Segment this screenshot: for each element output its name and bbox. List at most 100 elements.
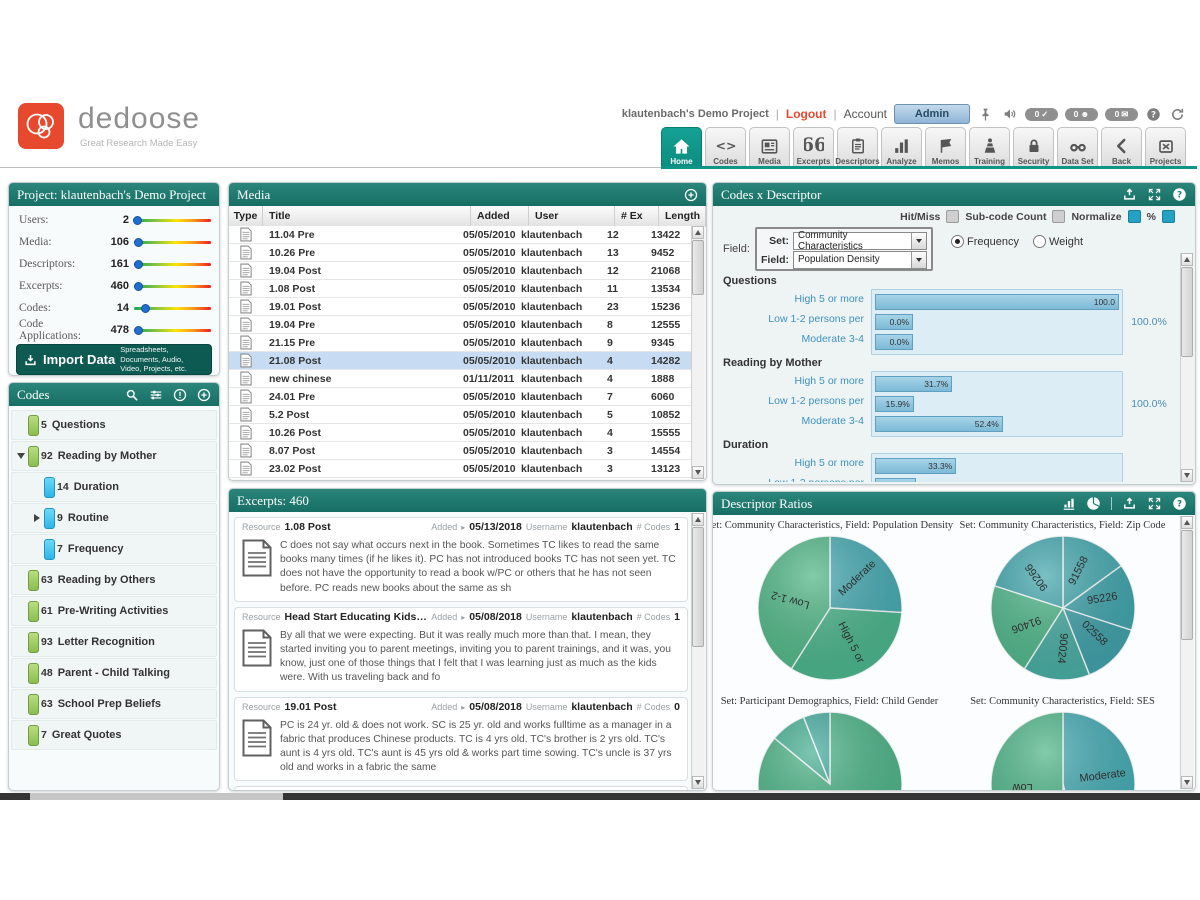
slider-dot-icon[interactable]	[134, 237, 144, 247]
tab-analyze[interactable]: Analyze	[881, 127, 922, 168]
code-item-frequency[interactable]: 7 Frequency	[11, 534, 217, 564]
code-item-duration[interactable]: 14 Duration	[11, 472, 217, 502]
scroll-thumb[interactable]	[692, 240, 704, 295]
expand-icon[interactable]	[1147, 496, 1162, 511]
tab-memos[interactable]: Memos	[925, 127, 966, 168]
add-icon[interactable]	[196, 387, 211, 402]
code-item-routine[interactable]: 9 Routine	[11, 503, 217, 533]
toggle-checkbox-[interactable]	[1162, 210, 1175, 223]
expand-icon[interactable]	[1147, 187, 1162, 202]
stat-slider[interactable]	[134, 303, 211, 313]
alert-icon[interactable]	[172, 387, 187, 402]
horizontal-scroll-thumb[interactable]	[30, 793, 283, 800]
barchart-small-icon[interactable]	[1061, 496, 1076, 511]
dedoose-logo[interactable]	[18, 103, 64, 149]
expand-arrow-icon[interactable]	[30, 514, 44, 522]
code-item-great-quotes[interactable]: 7 Great Quotes	[11, 720, 217, 750]
chevron-down-icon[interactable]	[911, 251, 926, 268]
media-col-title[interactable]: Title	[263, 206, 471, 226]
chevron-down-icon[interactable]	[911, 232, 926, 249]
pin-icon[interactable]	[977, 106, 994, 123]
toggle-checkbox-sub-code-count[interactable]	[1052, 210, 1066, 223]
excerpts-scrollbar[interactable]	[691, 513, 705, 789]
tab-descriptors[interactable]: Descriptors	[835, 127, 880, 168]
stat-slider[interactable]	[133, 259, 211, 269]
tab-training[interactable]: Training	[969, 127, 1010, 168]
media-row[interactable]: 10.26 Pre 05/05/2010 klautenbach 13 9452	[229, 244, 692, 262]
speaker-icon[interactable]	[1001, 106, 1018, 123]
media-row[interactable]: 5.2 Post 05/05/2010 klautenbach 5 10852	[229, 406, 692, 424]
scroll-thumb[interactable]	[692, 527, 704, 647]
excerpt-card[interactable]: Resource 1.08 Post Added ▸ 05/13/2018 Usernam…	[234, 517, 688, 602]
tab-projects[interactable]: Projects	[1145, 127, 1186, 168]
scroll-thumb[interactable]	[1181, 530, 1193, 640]
code-item-parent-child-talking[interactable]: 48 Parent - Child Talking	[11, 658, 217, 688]
scroll-up-button[interactable]	[1181, 516, 1193, 529]
media-row[interactable]: 11.04 Pre 05/05/2010 klautenbach 12 13422	[229, 226, 692, 244]
stat-slider[interactable]	[134, 281, 211, 291]
slider-dot-icon[interactable]	[133, 259, 143, 269]
media-col-type[interactable]: Type	[229, 206, 263, 226]
scroll-down-button[interactable]	[692, 776, 704, 789]
media-row[interactable]: 19.04 Pre 05/05/2010 klautenbach 8 12555	[229, 316, 692, 334]
horizontal-scrollbar[interactable]	[0, 793, 1200, 800]
radio-option-frequency[interactable]: Frequency	[951, 235, 1019, 248]
media-row[interactable]: 8.07 Post 05/05/2010 klautenbach 3 14554	[229, 442, 692, 460]
collapse-arrow-icon[interactable]	[14, 453, 28, 459]
media-row[interactable]: 1.08 Post 05/05/2010 klautenbach 11 13534	[229, 280, 692, 298]
help-icon[interactable]: ?	[1172, 187, 1187, 202]
slider-dot-icon[interactable]	[134, 325, 144, 335]
stat-slider[interactable]	[132, 215, 211, 225]
toggle-checkbox-normalize[interactable]	[1127, 210, 1141, 223]
excerpt-card[interactable]: Resource 19.01 Post Added ▸ 05/08/2018 Userna…	[234, 696, 688, 782]
tab-excerpts[interactable]: 66Excerpts	[793, 127, 834, 168]
set-dropdown[interactable]: Community Characteristics	[793, 230, 927, 252]
help-icon[interactable]: ?	[1172, 496, 1187, 511]
code-item-letter-recognition[interactable]: 93 Letter Recognition	[11, 627, 217, 657]
filter-icon[interactable]	[148, 387, 163, 402]
cxd-scrollbar[interactable]	[1180, 253, 1194, 482]
tab-data-set[interactable]: Data Set	[1057, 127, 1098, 168]
check-badge-icon[interactable]: 0 ✓	[1025, 107, 1058, 121]
field-dropdown[interactable]: Population Density	[793, 250, 927, 269]
media-scrollbar[interactable]	[691, 226, 705, 479]
scroll-down-button[interactable]	[1181, 469, 1193, 482]
media-col-user[interactable]: User	[529, 206, 615, 226]
upload-icon[interactable]	[1122, 496, 1137, 511]
add-icon[interactable]	[683, 187, 698, 202]
radio-option-weight[interactable]: Weight	[1032, 235, 1083, 248]
media-row[interactable]: 24.01 Pre 05/05/2010 klautenbach 7 6060	[229, 388, 692, 406]
import-data-button[interactable]: Import Data Spreadsheets, Documents, Aud…	[16, 344, 212, 375]
search-icon[interactable]	[124, 387, 139, 402]
upload-icon[interactable]	[1122, 187, 1137, 202]
slider-dot-icon[interactable]	[141, 303, 151, 313]
radio-icon[interactable]	[1032, 235, 1046, 248]
scroll-up-button[interactable]	[1181, 253, 1193, 266]
media-row[interactable]: 21.08 Post 05/05/2010 klautenbach 4 14282	[229, 352, 692, 370]
media-row[interactable]: 19.04 Post 05/05/2010 klautenbach 12 21068	[229, 262, 692, 280]
media-col-length[interactable]: Length	[659, 206, 706, 226]
media-row[interactable]: 10.26 Post 05/05/2010 klautenbach 4 15555	[229, 424, 692, 442]
slider-dot-icon[interactable]	[134, 281, 144, 291]
media-row[interactable]: new chinese 01/11/2011 klautenbach 4 1888	[229, 370, 692, 388]
radio-icon[interactable]	[951, 235, 964, 248]
scroll-up-button[interactable]	[692, 513, 704, 526]
account-link[interactable]: Account	[843, 107, 887, 121]
slider-dot-icon[interactable]	[132, 215, 142, 225]
tab-back[interactable]: Back	[1101, 127, 1142, 168]
tab-home[interactable]: Home	[661, 127, 702, 168]
logout-link[interactable]: Logout	[785, 107, 827, 121]
scroll-down-button[interactable]	[1181, 776, 1193, 789]
refresh-icon[interactable]	[1169, 106, 1186, 123]
code-item-reading-by-mother[interactable]: 92 Reading by Mother	[11, 441, 217, 471]
media-col-added[interactable]: Added	[471, 206, 529, 226]
scroll-down-button[interactable]	[692, 466, 704, 479]
code-item-reading-by-others[interactable]: 63 Reading by Others	[11, 565, 217, 595]
stat-slider[interactable]	[134, 325, 211, 335]
tab-security[interactable]: Security	[1013, 127, 1054, 168]
piechart-icon[interactable]	[1086, 496, 1101, 511]
tab-media[interactable]: Media	[749, 127, 790, 168]
